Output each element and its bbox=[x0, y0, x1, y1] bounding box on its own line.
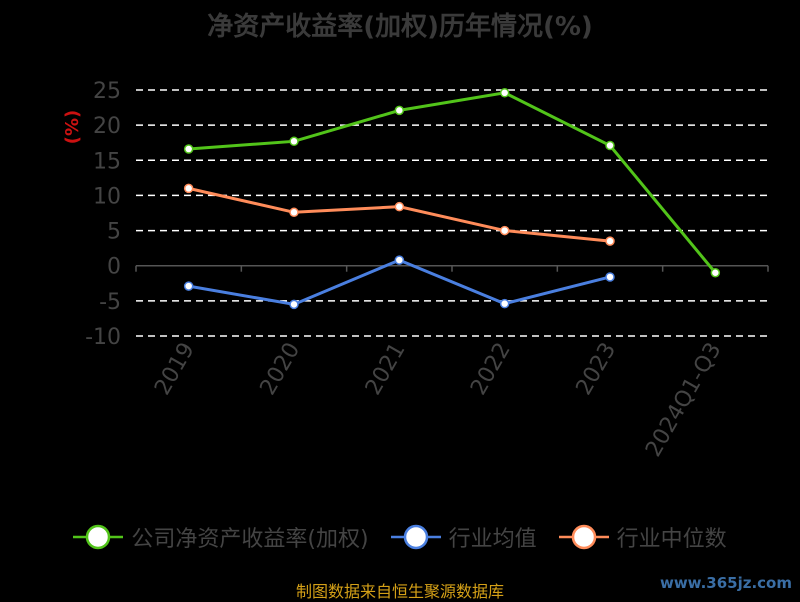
data-source-footer: 制图数据来自恒生聚源数据库 bbox=[295, 582, 504, 601]
series-point-2 bbox=[499, 225, 510, 236]
series-point-0 bbox=[710, 267, 721, 278]
series-point-0 bbox=[183, 144, 194, 154]
chart-title: 净资产收益率(加权)历年情况(%) bbox=[207, 12, 593, 42]
legend-label-company: 公司净资产收益率(加权) bbox=[131, 527, 369, 552]
y-tick-label: 20 bbox=[93, 114, 121, 139]
legend: 公司净资产收益率(加权) 行业均值 行业中位数 bbox=[0, 520, 800, 554]
y-tick-label: 15 bbox=[93, 149, 121, 174]
y-tick-label: -10 bbox=[85, 325, 121, 350]
y-tick-label: 0 bbox=[107, 255, 121, 280]
watermark: www.365jz.com bbox=[659, 574, 792, 592]
x-tick-label: 2024Q1-Q3 bbox=[641, 339, 726, 462]
legend-item-industry-median[interactable]: 行业中位数 bbox=[558, 520, 727, 554]
x-tick-label: 2020 bbox=[256, 339, 306, 400]
y-tick-label: -5 bbox=[99, 290, 121, 315]
legend-marker-industry-median bbox=[558, 524, 609, 550]
y-axis-unit-label: (%) bbox=[62, 110, 83, 145]
x-tick-label: 2019 bbox=[150, 339, 200, 400]
x-tick-label: 2023 bbox=[572, 339, 622, 400]
legend-marker-company bbox=[73, 524, 124, 550]
x-tick-label: 2022 bbox=[466, 338, 516, 399]
legend-item-company[interactable]: 公司净资产收益率(加权) bbox=[73, 520, 369, 554]
series-line-0 bbox=[188, 91, 717, 274]
series-line-2 bbox=[188, 186, 611, 243]
y-tick-label: 25 bbox=[93, 79, 121, 104]
series-point-1 bbox=[183, 281, 194, 291]
series-point-2 bbox=[289, 207, 299, 218]
legend-item-industry-mean[interactable]: 行业均值 bbox=[390, 520, 537, 554]
series-line-1 bbox=[188, 258, 611, 306]
legend-marker-industry-mean bbox=[390, 524, 441, 550]
series-point-0 bbox=[289, 136, 299, 147]
series-point-2 bbox=[605, 236, 615, 246]
series-point-0 bbox=[499, 88, 510, 98]
series-point-0 bbox=[605, 140, 615, 151]
series-point-1 bbox=[499, 298, 510, 309]
series-point-1 bbox=[605, 272, 615, 282]
x-tick-label: 2021 bbox=[361, 339, 411, 400]
y-tick-label: 5 bbox=[107, 220, 121, 245]
series-point-2 bbox=[183, 183, 194, 194]
series-point-1 bbox=[394, 255, 405, 265]
legend-label-industry-mean: 行业均值 bbox=[448, 527, 537, 552]
y-tick-label: 10 bbox=[93, 184, 121, 209]
legend-label-industry-median: 行业中位数 bbox=[616, 527, 727, 552]
series-point-0 bbox=[394, 105, 405, 116]
series-point-2 bbox=[394, 201, 405, 212]
series-point-1 bbox=[289, 299, 299, 310]
